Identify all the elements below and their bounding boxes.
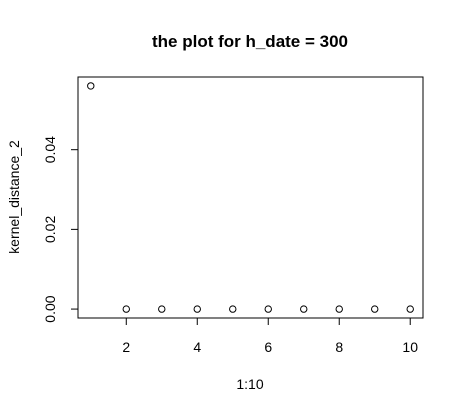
y-axis-label: kernel_distance_2	[6, 140, 22, 254]
data-point	[87, 82, 95, 90]
x-axis: 2 4 6 8 10	[122, 317, 418, 355]
chart-title: the plot for h_date = 300	[152, 32, 348, 51]
data-points	[87, 82, 414, 313]
data-point	[122, 305, 130, 313]
data-point	[193, 305, 201, 313]
data-point	[371, 305, 379, 313]
y-tick-label: 0.02	[42, 216, 58, 243]
data-point	[335, 305, 343, 313]
data-point	[158, 305, 166, 313]
x-tick-label: 2	[122, 339, 130, 355]
data-point	[229, 305, 237, 313]
y-axis: 0.00 0.02 0.04	[42, 136, 79, 323]
x-tick-label: 8	[335, 339, 343, 355]
y-tick-label: 0.00	[42, 295, 58, 322]
x-tick-label: 4	[193, 339, 201, 355]
x-tick-label: 6	[264, 339, 272, 355]
x-tick-label: 10	[402, 339, 418, 355]
data-point	[300, 305, 308, 313]
data-point	[406, 305, 414, 313]
data-point	[264, 305, 272, 313]
plot-box	[77, 76, 424, 319]
y-tick-label: 0.04	[42, 136, 58, 163]
x-axis-label: 1:10	[236, 376, 263, 392]
